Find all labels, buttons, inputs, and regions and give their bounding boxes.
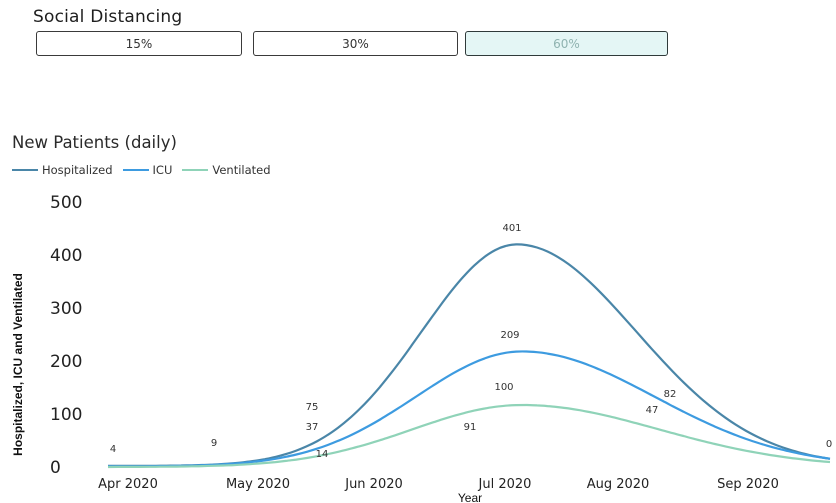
series-line-ventilated: [107, 403, 831, 469]
chart-legend: Hospitalized ICU Ventilated: [12, 161, 281, 179]
y-tick-label: 400: [50, 246, 82, 266]
x-tick-label: Jul 2020: [478, 477, 532, 492]
series-line-icu: [108, 350, 831, 468]
legend-label-icu: ICU: [152, 163, 173, 177]
x-tick-label: Sep 2020: [717, 477, 779, 492]
legend-swatch-icu: [122, 169, 149, 171]
y-axis-title: Hospitalized, ICU and Ventilated: [11, 273, 25, 456]
new-patients-line-chart: 0 100 200 300 400 500 Hospitalized, ICU and Ve…: [11, 193, 832, 503]
legend-label-ventilated: Ventilated: [212, 163, 271, 177]
data-label: 401: [502, 223, 521, 234]
y-tick-label: 0: [50, 458, 61, 478]
x-tick-label: Aug 2020: [587, 477, 650, 492]
data-label: 4: [110, 444, 116, 455]
social-distancing-30-button[interactable]: 30%: [253, 31, 458, 56]
legend-swatch-hospitalized: [12, 169, 38, 171]
new-patients-title: New Patients (daily): [12, 133, 177, 152]
legend-item-ventilated[interactable]: Ventilated: [182, 163, 271, 177]
data-label: 100: [494, 382, 513, 393]
legend-item-icu[interactable]: ICU: [122, 163, 173, 177]
data-label: 209: [500, 330, 519, 341]
social-distancing-title: Social Distancing: [33, 7, 183, 27]
data-label: 14: [316, 449, 329, 460]
x-tick-label: Jun 2020: [344, 477, 403, 492]
legend-swatch-ventilated: [182, 169, 209, 171]
y-tick-label: 500: [50, 193, 82, 213]
data-label: 82: [664, 389, 677, 400]
legend-item-hospitalized[interactable]: Hospitalized: [12, 163, 113, 177]
social-distancing-60-button[interactable]: 60%: [465, 31, 668, 56]
y-tick-label: 100: [50, 405, 82, 425]
y-tick-label: 200: [50, 352, 82, 372]
data-label: 0: [826, 439, 832, 450]
legend-label-hospitalized: Hospitalized: [42, 163, 113, 177]
x-axis-title: Year: [458, 491, 482, 503]
data-label: 9: [211, 438, 217, 449]
data-label: 75: [306, 402, 319, 413]
data-label: 37: [306, 422, 319, 433]
x-tick-label: Apr 2020: [98, 477, 158, 492]
y-tick-label: 300: [50, 299, 82, 319]
data-label: 91: [464, 422, 477, 433]
x-tick-label: May 2020: [226, 477, 290, 492]
social-distancing-15-button[interactable]: 15%: [36, 31, 242, 56]
data-label: 47: [646, 405, 659, 416]
